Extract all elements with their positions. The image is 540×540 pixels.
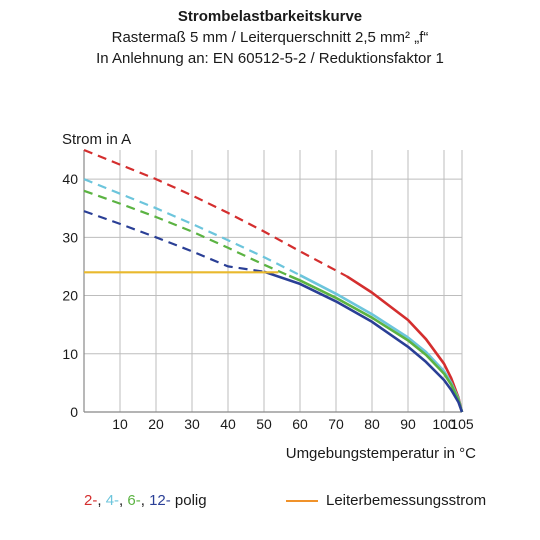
legend-polig: 2-, 4-, 6-, 12- polig <box>84 492 207 509</box>
x-tick-label-5: 60 <box>292 416 308 432</box>
series-solid-12-polig <box>263 270 464 413</box>
x-tick-label-6: 70 <box>328 416 344 432</box>
series-dashed-2-polig <box>83 148 348 278</box>
legend-polig-part-5: , <box>140 492 150 509</box>
x-tick-label-9: 100 <box>432 416 456 432</box>
x-axis-label: Umgebungstemperatur in °C <box>286 445 476 462</box>
chart-title: Strombelastbarkeitskurve <box>177 8 363 25</box>
series-dashed-4-polig <box>83 178 301 277</box>
x-tick-label-4: 50 <box>256 416 272 432</box>
chart-subtitle-1: Rastermaß 5 mm / Leiterquerschnitt 2,5 m… <box>111 29 429 46</box>
chart-subtitle-2: In Anlehnung an: EN 60512-5-2 / Reduktio… <box>96 50 444 67</box>
y-tick-label-3: 30 <box>62 229 78 245</box>
legend-rated-line <box>286 499 318 502</box>
x-tick-label-8: 90 <box>400 416 416 432</box>
legend-polig-part-4: 6- <box>127 492 141 509</box>
y-tick-label-4: 40 <box>62 171 78 187</box>
x-tick-label-0: 10 <box>112 416 128 432</box>
legend-polig-part-1: , <box>97 492 106 509</box>
legend-polig-part-0: 2- <box>84 492 98 509</box>
legend-polig-part-7: polig <box>170 492 207 509</box>
x-tick-label-10: 105 <box>450 416 474 432</box>
legend-polig-part-3: , <box>119 492 128 509</box>
series-solid-6-polig <box>288 274 464 413</box>
y-axis-label: Strom in A <box>62 131 131 148</box>
x-tick-label-7: 80 <box>364 416 380 432</box>
series-dashed-12-polig <box>83 210 265 273</box>
legend-polig-part-2: 4- <box>105 492 120 509</box>
x-tick-label-3: 40 <box>220 416 236 432</box>
y-tick-label-2: 20 <box>62 288 78 304</box>
x-tick-label-1: 20 <box>148 416 164 432</box>
chart-title-block: Strombelastbarkeitskurve Rastermaß 5 mm … <box>0 6 540 69</box>
y-tick-label-0: 0 <box>70 404 78 420</box>
series-dashed-6-polig <box>83 189 290 277</box>
legend-rated: Leiterbemessungsstrom <box>286 492 486 509</box>
legend-polig-part-6: 12- <box>149 492 171 509</box>
x-tick-label-2: 30 <box>184 416 200 432</box>
y-tick-label-1: 10 <box>62 346 78 362</box>
legend-rated-label: Leiterbemessungsstrom <box>326 492 487 509</box>
